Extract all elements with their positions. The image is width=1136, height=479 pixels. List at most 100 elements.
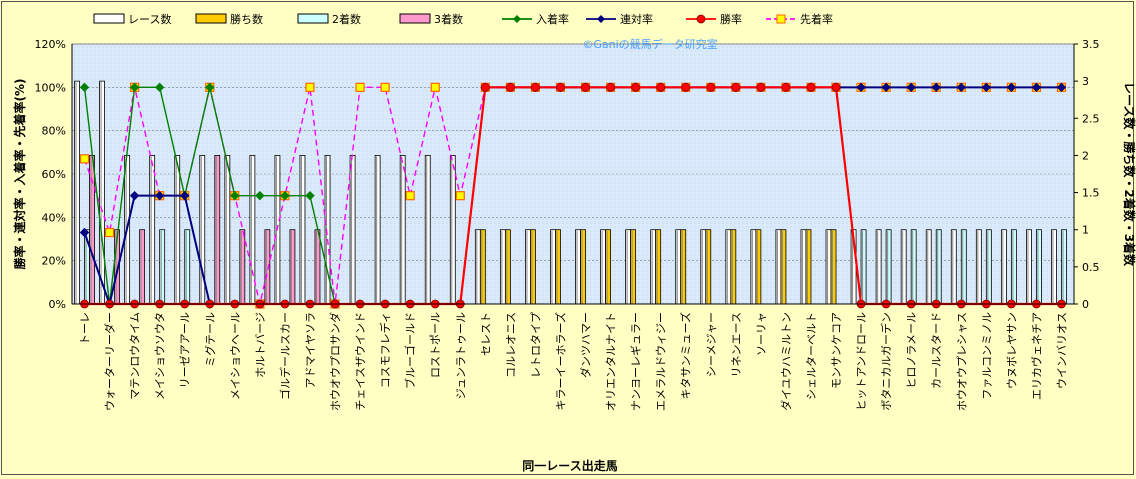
point-先着率 <box>430 82 440 92</box>
point-連対率 <box>956 82 966 93</box>
point-連対率 <box>180 190 190 201</box>
watermark: ©Ganiの競馬データ研究室 <box>582 37 717 51</box>
bar-rect <box>504 229 511 305</box>
bar-2着数 <box>159 229 166 305</box>
bar-3着数 <box>139 229 146 305</box>
x-tick-label: ホルトバージ <box>254 312 267 378</box>
point-勝率 <box>505 82 515 92</box>
legend-item: 先着率 <box>766 12 833 26</box>
bar-2着数 <box>1010 229 1017 305</box>
x-tick-label: ホウオウプレシャス <box>955 312 968 411</box>
y-tick-right: 1.5 <box>1082 187 1100 200</box>
point-勝率 <box>581 82 590 92</box>
point-連対率 <box>129 190 140 201</box>
bar-レース数 <box>474 229 481 305</box>
bar-rect <box>600 229 606 305</box>
bar-レース数 <box>349 155 356 305</box>
bar-レース数 <box>600 229 606 305</box>
bar-rect <box>374 155 381 305</box>
point-先着率 <box>104 227 115 238</box>
bar-rect <box>449 155 456 305</box>
bar-レース数 <box>424 155 431 305</box>
bar-勝ち数 <box>830 229 837 305</box>
y-tick-left: 40% <box>42 211 66 224</box>
legend-label: 連対率 <box>620 12 653 26</box>
legend-item: 2着数 <box>297 12 361 26</box>
bar-rect <box>780 229 787 305</box>
bar-rect <box>299 155 306 305</box>
bar-レース数 <box>399 155 406 305</box>
bar-レース数 <box>224 155 231 305</box>
bar-2着数 <box>1061 229 1067 305</box>
legend-marker <box>597 15 605 23</box>
bar-rect <box>499 229 506 305</box>
bar-2着数 <box>935 229 942 305</box>
point-勝率 <box>806 82 816 92</box>
legend-label: 2着数 <box>332 12 361 26</box>
legend-swatch <box>297 13 329 24</box>
legend-label: 3着数 <box>434 12 463 26</box>
bar-レース数 <box>1026 229 1032 305</box>
bar-レース数 <box>1051 229 1057 305</box>
bar-rect <box>935 229 942 305</box>
point-連対率 <box>856 82 866 93</box>
x-tick-label: コルレオニス <box>504 312 517 378</box>
bar-rect <box>399 155 406 305</box>
point-勝率 <box>631 82 641 92</box>
x-tick-label: ブルーゴールド <box>403 312 417 389</box>
x-tick-label: シーメジャー <box>705 312 718 377</box>
point-先着率 <box>355 82 365 92</box>
point-勝率 <box>681 82 691 92</box>
bar-rect <box>825 229 832 305</box>
bar-勝ち数 <box>580 229 586 305</box>
legend-swatch <box>195 13 227 24</box>
point-連対率 <box>906 82 916 93</box>
bar-レース数 <box>800 229 807 305</box>
x-tick-label: ファルコンミノル <box>980 312 993 400</box>
bar-rect <box>1000 229 1007 305</box>
legend-marker <box>513 15 521 23</box>
bar-レース数 <box>925 229 932 305</box>
bar-rect <box>630 229 637 305</box>
bar-rect <box>224 155 231 305</box>
bar-rect <box>655 229 662 305</box>
bar-rect <box>830 229 837 305</box>
bar-レース数 <box>499 229 506 305</box>
x-tick-label: ヒットアンドロール <box>855 312 868 411</box>
x-tick-label: メイショウヘール <box>229 312 242 400</box>
x-tick-label: モンサンケコア <box>830 312 843 389</box>
bar-3着数 <box>289 229 296 305</box>
bar-レース数 <box>99 80 105 305</box>
bar-レース数 <box>825 229 832 305</box>
point-勝率 <box>606 82 615 92</box>
legend-swatch <box>399 13 431 24</box>
bar-レース数 <box>374 155 381 305</box>
bar-rect <box>885 229 892 305</box>
bar-rect <box>474 229 481 305</box>
legend-label: レース数 <box>128 13 171 26</box>
point-入着率 <box>255 190 265 201</box>
legend-swatch <box>93 13 125 24</box>
bar-rect <box>184 229 191 305</box>
bar-勝ち数 <box>755 229 762 305</box>
bar-rect <box>725 229 732 305</box>
point-先着率 <box>455 191 465 201</box>
bar-rect <box>750 229 757 305</box>
bar-3着数 <box>239 229 246 305</box>
y-tick-right: 3 <box>1082 75 1089 88</box>
point-入着率 <box>305 190 315 201</box>
x-tick-label: アドマイヤソラ <box>304 312 317 389</box>
point-先着率 <box>79 154 90 164</box>
x-tick-label: ウォーターリーダー <box>103 312 117 411</box>
point-連対率 <box>1031 82 1042 93</box>
point-勝率 <box>556 82 565 92</box>
bar-rect <box>289 229 296 305</box>
bar-レース数 <box>650 229 657 305</box>
bar-rect <box>900 229 907 305</box>
bar-勝ち数 <box>705 229 712 305</box>
point-連対率 <box>881 82 891 93</box>
x-tick-label: ボタニカルガーデン <box>879 312 893 411</box>
point-入着率 <box>230 190 240 201</box>
bar-2着数 <box>910 229 917 305</box>
